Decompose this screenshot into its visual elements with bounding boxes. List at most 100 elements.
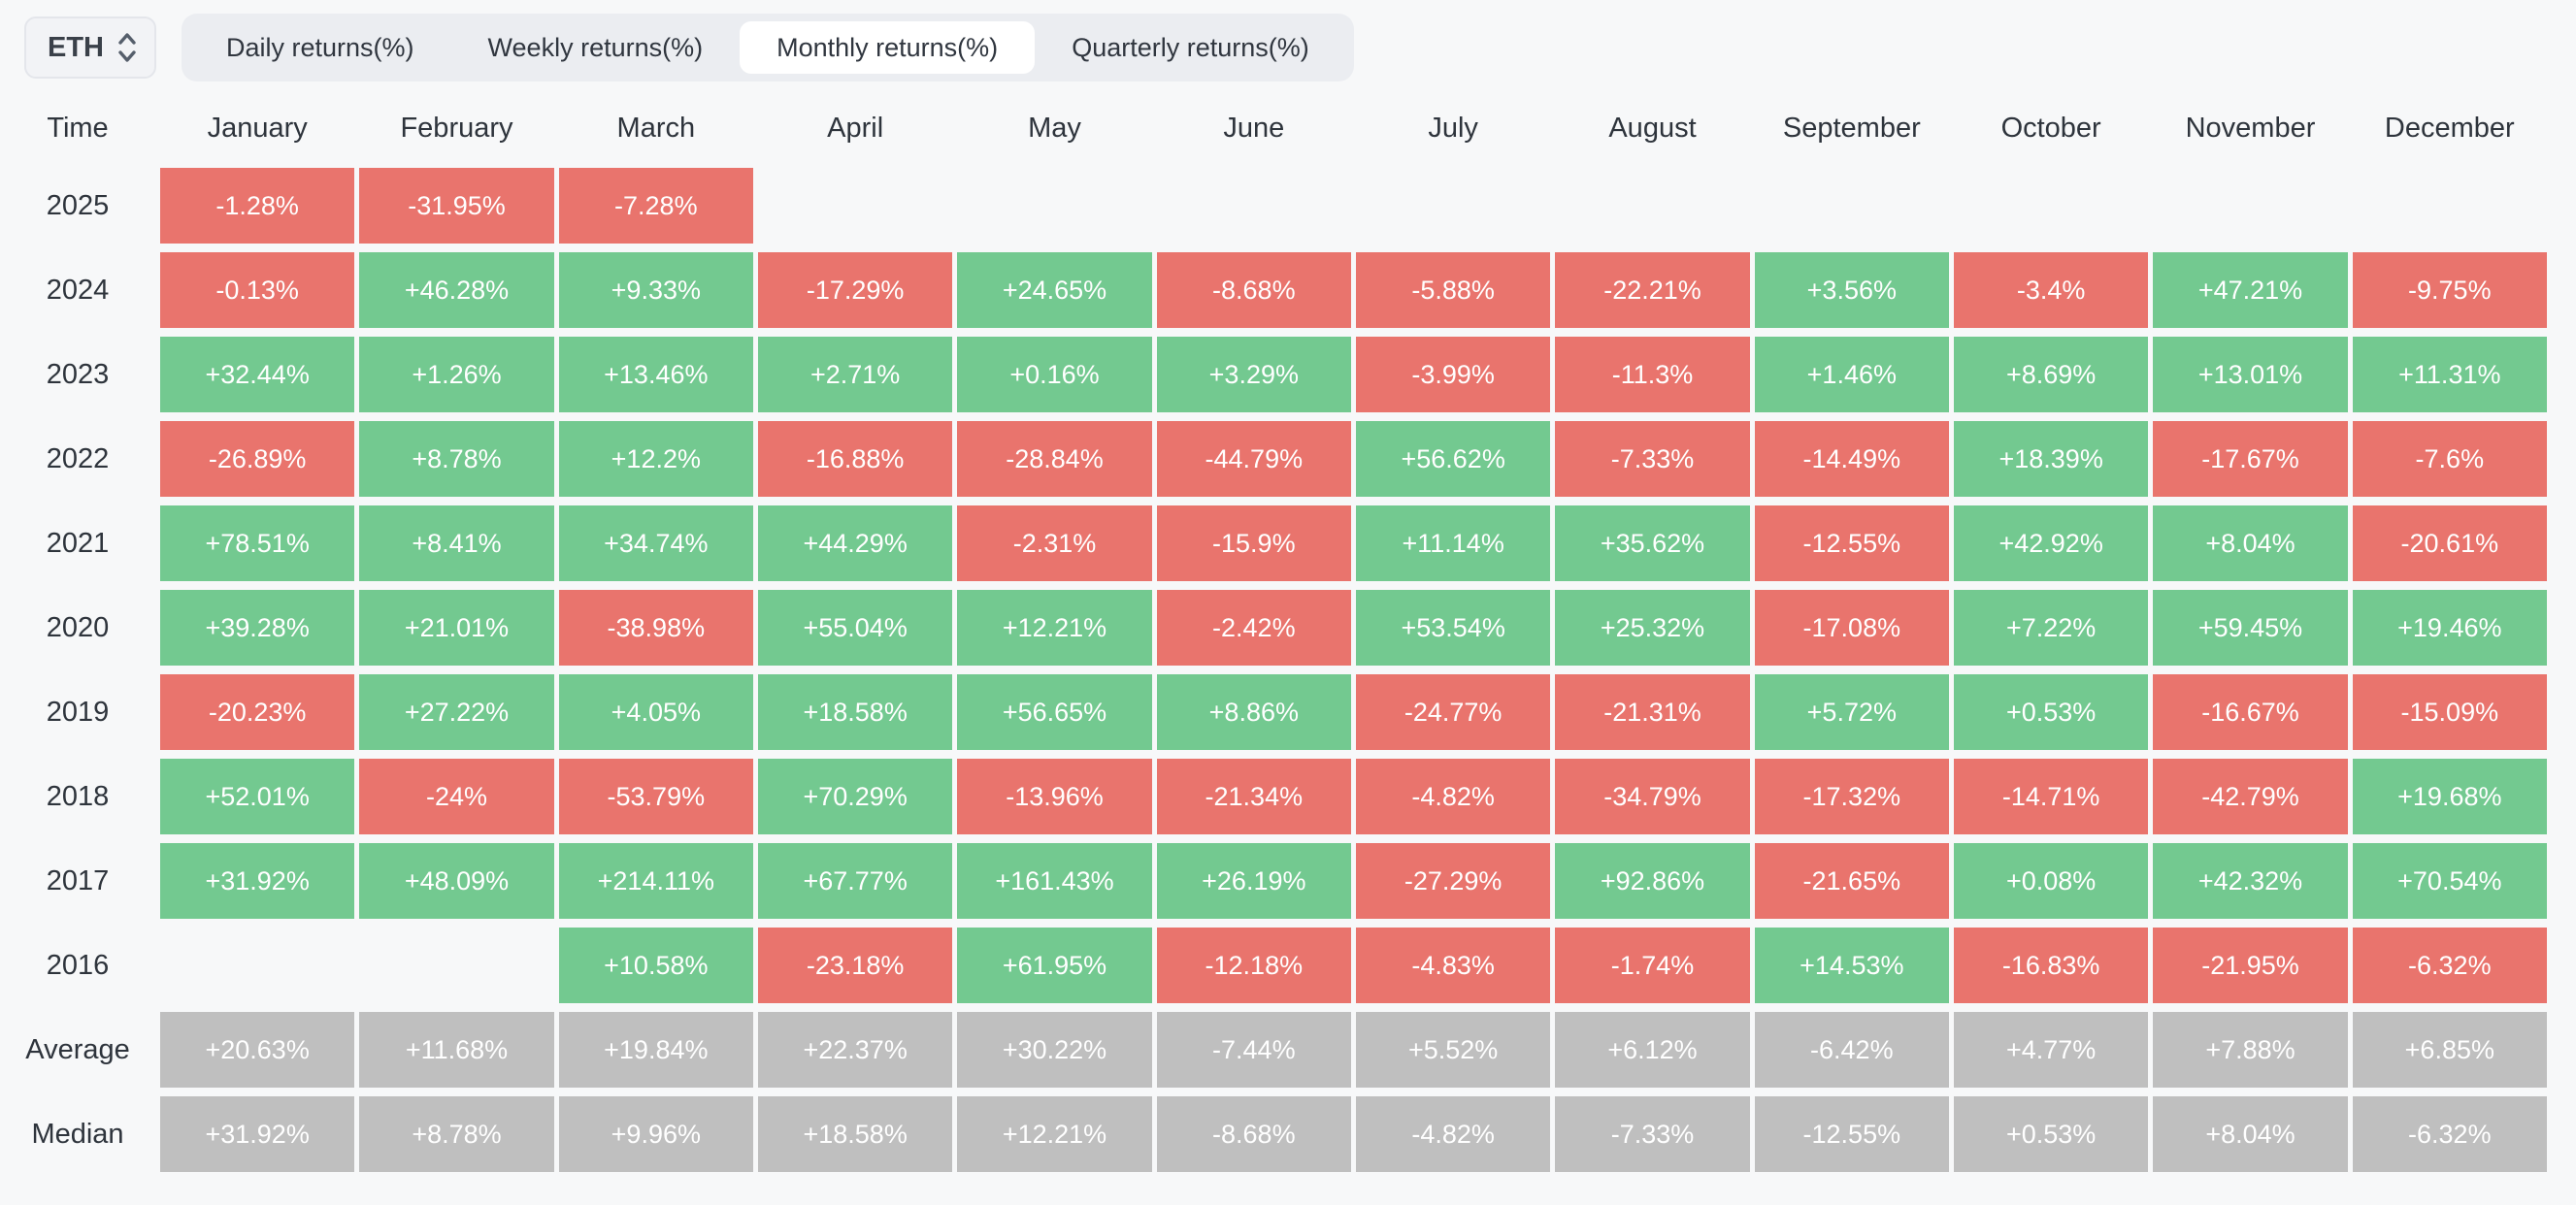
cell-2023-november: +13.01% — [2153, 337, 2348, 412]
cell-2024-july: -5.88% — [1355, 252, 1551, 328]
tab-daily-returns[interactable]: Daily returns(%) — [189, 21, 451, 74]
cell-2025-january: -1.28% — [160, 168, 355, 244]
cell-2025-february: -31.95% — [359, 168, 554, 244]
tab-monthly-returns[interactable]: Monthly returns(%) — [740, 21, 1036, 74]
cell-average-may: +30.22% — [957, 1012, 1152, 1088]
cell-2021-september: -12.55% — [1754, 505, 1949, 581]
asset-selector-value: ETH — [48, 31, 104, 63]
cell-2022-june: -44.79% — [1156, 421, 1351, 497]
cell-2022-april: -16.88% — [757, 421, 953, 497]
cell-average-february: +11.68% — [359, 1012, 554, 1088]
cell-2016-august: -1.74% — [1555, 928, 1750, 1003]
asset-selector[interactable]: ETH — [24, 16, 156, 79]
cell-2022-january: -26.89% — [160, 421, 355, 497]
cell-2020-february: +21.01% — [359, 590, 554, 666]
cell-average-april: +22.37% — [757, 1012, 953, 1088]
cell-2018-december: +19.68% — [2352, 759, 2547, 834]
row-label-2020: 2020 — [46, 611, 110, 643]
cell-2023-august: -11.3% — [1555, 337, 1750, 412]
row-label-2025: 2025 — [46, 189, 110, 221]
cell-2021-february: +8.41% — [359, 505, 554, 581]
cell-2019-october: +0.53% — [1953, 674, 2149, 750]
column-header-time: Time — [47, 112, 109, 144]
cell-2023-february: +1.26% — [359, 337, 554, 412]
cell-2017-march: +214.11% — [558, 843, 753, 919]
cell-2018-october: -14.71% — [1953, 759, 2149, 834]
tab-quarterly-returns[interactable]: Quarterly returns(%) — [1035, 21, 1346, 74]
cell-2020-november: +59.45% — [2153, 590, 2348, 666]
cell-2020-september: -17.08% — [1754, 590, 1949, 666]
cell-2025-august — [1555, 168, 1749, 244]
cell-2019-february: +27.22% — [359, 674, 554, 750]
cell-2016-january — [160, 928, 354, 1003]
cell-median-july: -4.82% — [1355, 1096, 1551, 1172]
cell-2023-april: +2.71% — [757, 337, 953, 412]
cell-2016-april: -23.18% — [757, 928, 953, 1003]
cell-2016-december: -6.32% — [2352, 928, 2547, 1003]
column-header-june: June — [1223, 112, 1285, 144]
cell-2020-december: +19.46% — [2352, 590, 2547, 666]
cell-2024-april: -17.29% — [757, 252, 953, 328]
cell-median-january: +31.92% — [160, 1096, 355, 1172]
returns-period-tabs: Daily returns(%) Weekly returns(%) Monthly… — [182, 14, 1354, 81]
cell-2021-october: +42.92% — [1953, 505, 2149, 581]
cell-2025-november — [2153, 168, 2347, 244]
column-header-july: July — [1428, 112, 1478, 144]
cell-median-may: +12.21% — [957, 1096, 1152, 1172]
cell-2020-june: -2.42% — [1156, 590, 1351, 666]
row-label-2023: 2023 — [46, 358, 110, 390]
cell-2025-june — [1157, 168, 1351, 244]
cell-2017-february: +48.09% — [359, 843, 554, 919]
cell-average-january: +20.63% — [160, 1012, 355, 1088]
cell-2017-november: +42.32% — [2153, 843, 2348, 919]
cell-2020-august: +25.32% — [1555, 590, 1750, 666]
cell-2018-january: +52.01% — [160, 759, 355, 834]
cell-2020-march: -38.98% — [558, 590, 753, 666]
cell-2023-december: +11.31% — [2352, 337, 2547, 412]
cell-2024-august: -22.21% — [1555, 252, 1750, 328]
cell-2021-april: +44.29% — [757, 505, 953, 581]
cell-average-march: +19.84% — [558, 1012, 753, 1088]
row-label-median: Median — [31, 1118, 124, 1150]
cell-2019-november: -16.67% — [2153, 674, 2348, 750]
row-label-2018: 2018 — [46, 780, 110, 812]
column-header-january: January — [207, 112, 308, 144]
cell-average-june: -7.44% — [1156, 1012, 1351, 1088]
cell-2023-september: +1.46% — [1754, 337, 1949, 412]
cell-2018-june: -21.34% — [1156, 759, 1351, 834]
monthly-returns-heatmap: Time January February March April May June July… — [0, 97, 2547, 1172]
cell-2019-june: +8.86% — [1156, 674, 1351, 750]
cell-median-september: -12.55% — [1754, 1096, 1949, 1172]
cell-median-april: +18.58% — [757, 1096, 953, 1172]
cell-median-october: +0.53% — [1953, 1096, 2149, 1172]
cell-2024-november: +47.21% — [2153, 252, 2348, 328]
cell-2024-february: +46.28% — [359, 252, 554, 328]
cell-2025-september — [1755, 168, 1949, 244]
cell-median-march: +9.96% — [558, 1096, 753, 1172]
cell-2024-september: +3.56% — [1754, 252, 1949, 328]
cell-2016-november: -21.95% — [2153, 928, 2348, 1003]
cell-median-december: -6.32% — [2352, 1096, 2547, 1172]
tab-weekly-returns[interactable]: Weekly returns(%) — [451, 21, 741, 74]
cell-2023-july: -3.99% — [1355, 337, 1551, 412]
column-header-august: August — [1608, 112, 1697, 144]
cell-2017-may: +161.43% — [957, 843, 1152, 919]
row-label-2024: 2024 — [46, 274, 110, 306]
cell-2024-december: -9.75% — [2352, 252, 2547, 328]
column-header-september: September — [1782, 112, 1921, 144]
cell-2020-may: +12.21% — [957, 590, 1152, 666]
column-header-december: December — [2384, 112, 2515, 144]
cell-2022-july: +56.62% — [1355, 421, 1551, 497]
row-label-2022: 2022 — [46, 442, 110, 474]
cell-2024-may: +24.65% — [957, 252, 1152, 328]
cell-2018-november: -42.79% — [2153, 759, 2348, 834]
cell-2016-february — [359, 928, 553, 1003]
cell-2018-april: +70.29% — [757, 759, 953, 834]
cell-2016-may: +61.95% — [957, 928, 1152, 1003]
cell-2024-june: -8.68% — [1156, 252, 1351, 328]
row-label-average: Average — [25, 1033, 130, 1065]
cell-2017-september: -21.65% — [1754, 843, 1949, 919]
toolbar: ETH Daily returns(%) Weekly returns(%) Mon… — [0, 0, 2576, 81]
cell-average-november: +7.88% — [2153, 1012, 2348, 1088]
row-label-2021: 2021 — [46, 527, 110, 559]
